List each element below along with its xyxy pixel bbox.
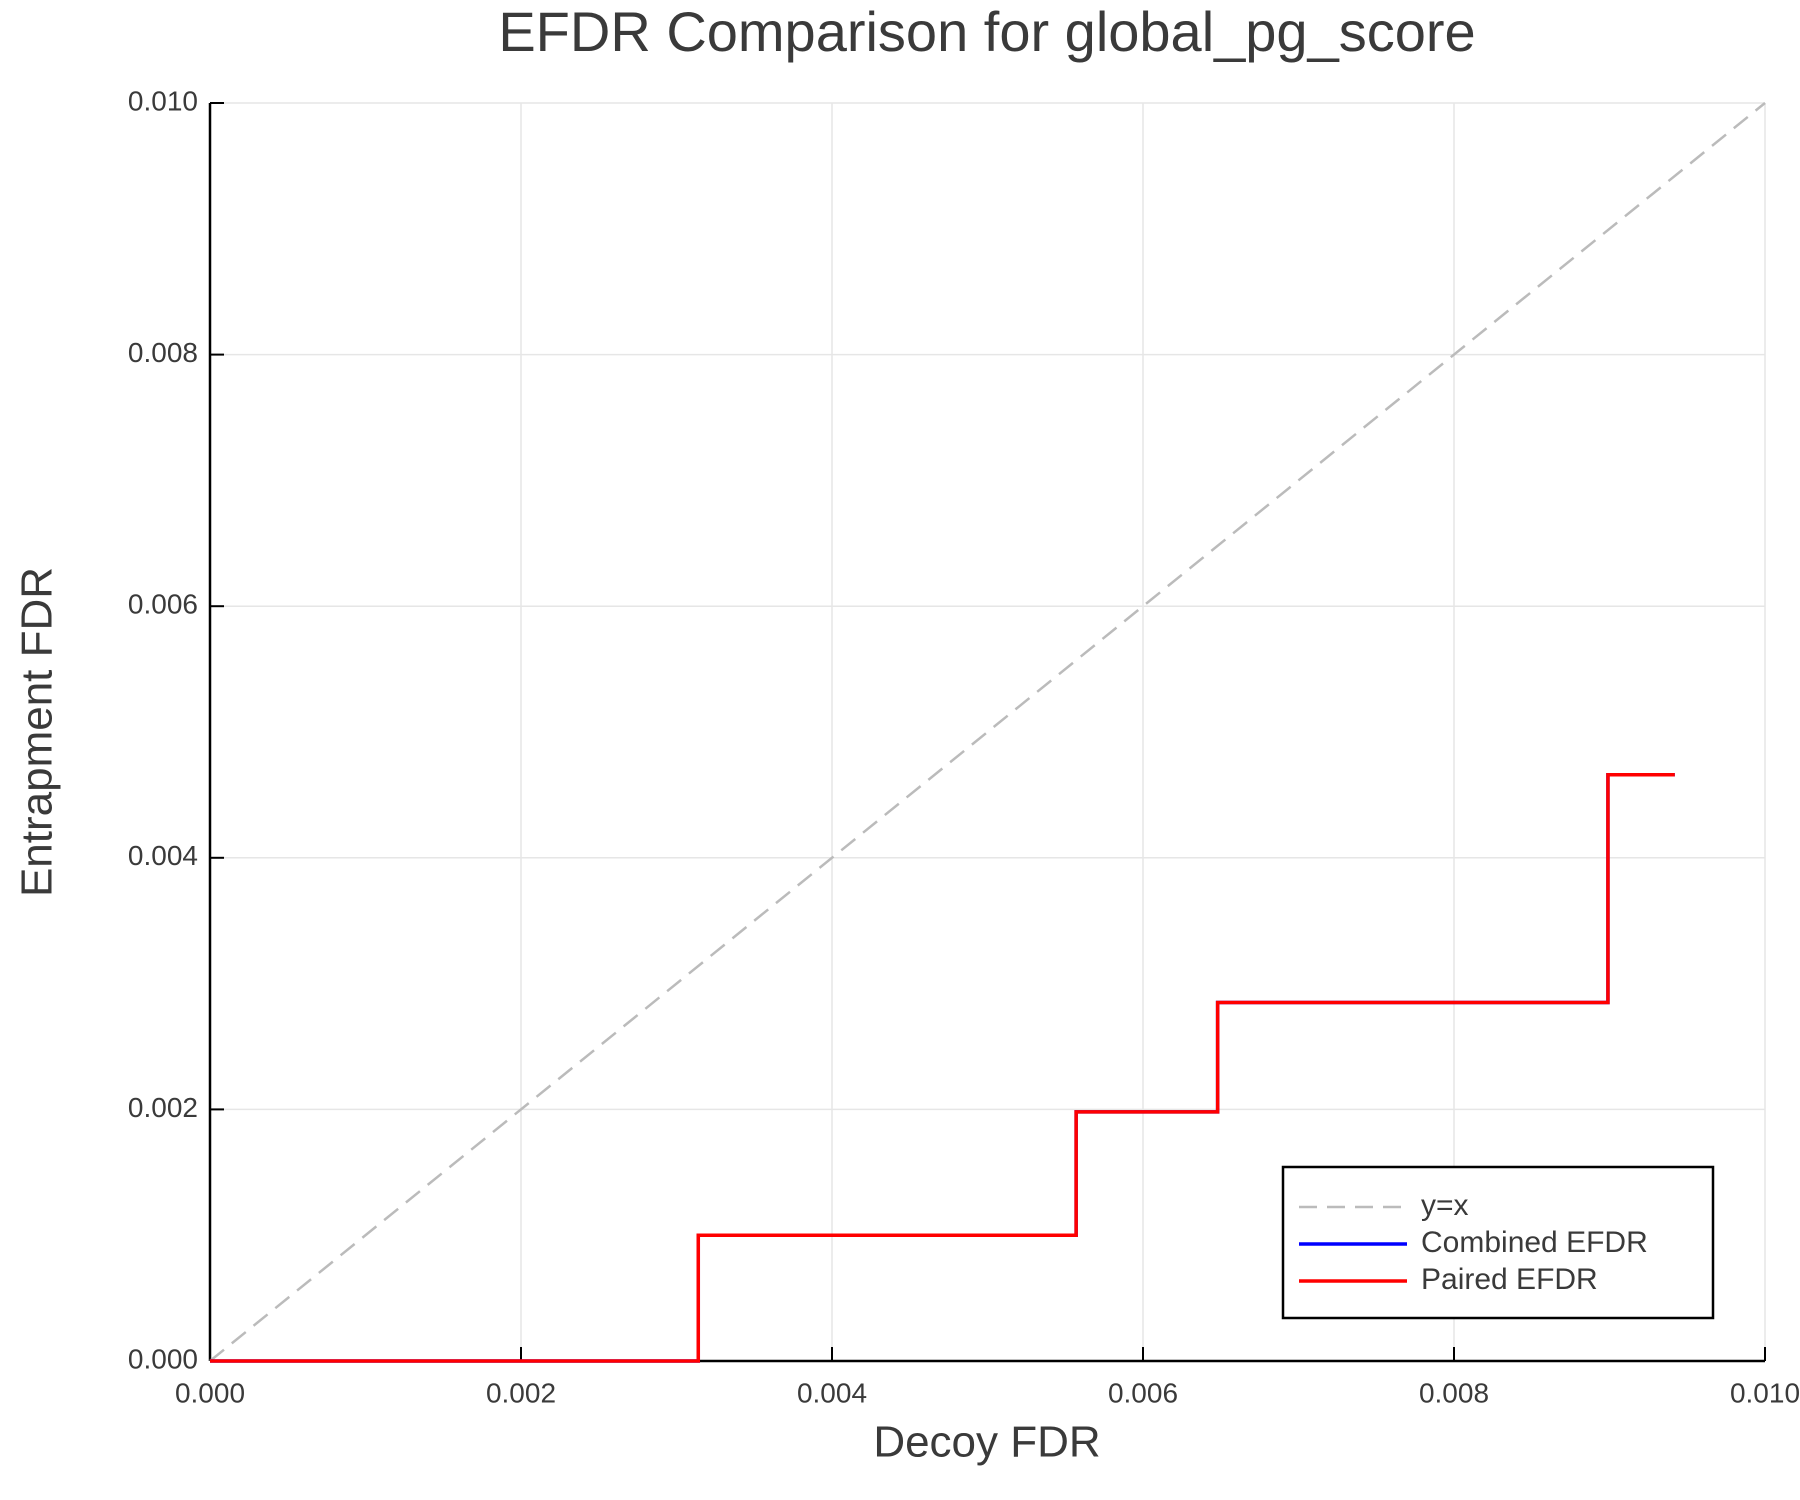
legend-label: Paired EFDR [1421,1263,1598,1296]
x-tick-label: 0.002 [486,1377,556,1408]
x-tick-label: 0.006 [1108,1377,1178,1408]
y-tick-label: 0.008 [128,337,198,368]
y-tick-label: 0.010 [128,85,198,116]
legend-label: y=x [1421,1189,1469,1222]
legend: y=x Combined EFDR Paired EFDR [1281,1165,1715,1320]
x-tick-label: 0.000 [175,1377,245,1408]
y-tick-label: 0.006 [128,589,198,620]
legend-label: Combined EFDR [1421,1226,1648,1259]
series-line [210,773,1675,1363]
y-tick-label: 0.000 [128,1343,198,1374]
x-tick-label: 0.010 [1730,1377,1800,1408]
x-tick-label: 0.008 [1419,1377,1489,1408]
chart-title: EFDR Comparison for global_pg_score [498,0,1475,63]
x-axis-label: Decoy FDR [873,1418,1100,1467]
y-tick-label: 0.004 [128,840,198,871]
x-tick-label: 0.004 [797,1377,867,1408]
y-tick-label: 0.002 [128,1092,198,1123]
series-line [209,102,1766,1362]
y-axis-label: Entrapment FDR [13,567,62,897]
